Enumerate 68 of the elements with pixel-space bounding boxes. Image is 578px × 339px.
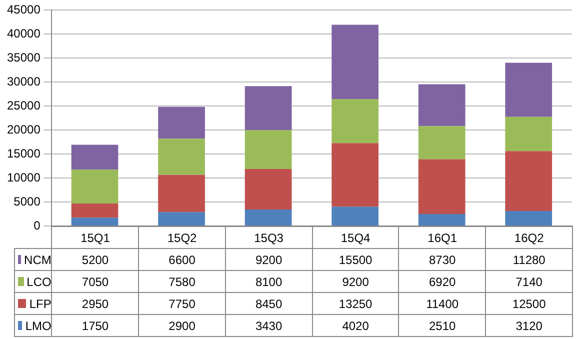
bar <box>418 126 466 160</box>
bar <box>71 203 118 218</box>
bar <box>332 143 378 207</box>
bar <box>332 99 378 144</box>
y-tick-label: 0 <box>34 218 41 232</box>
bar <box>71 170 118 204</box>
legend-label: LCO <box>26 274 52 288</box>
data-label: 3120 <box>485 314 573 337</box>
x-tick-label: 15Q1 <box>51 226 140 249</box>
data-label: 7750 <box>138 292 226 315</box>
bar <box>505 62 552 117</box>
data-label: 8730 <box>398 248 486 271</box>
bar <box>505 211 552 226</box>
y-tick-label: 20000 <box>6 122 41 136</box>
bar <box>158 174 205 212</box>
bar <box>332 206 378 226</box>
x-tick-label: 16Q2 <box>485 226 573 249</box>
x-tick-label: 15Q3 <box>224 226 313 249</box>
data-label: 7050 <box>51 270 140 293</box>
bar <box>505 116 552 152</box>
data-label: 9200 <box>224 248 313 271</box>
data-label: 6600 <box>138 248 226 271</box>
data-label: 11280 <box>485 248 573 271</box>
bar <box>158 212 205 226</box>
bar <box>244 86 292 130</box>
bar <box>505 151 552 212</box>
y-tick-label: 30000 <box>6 74 41 88</box>
data-label: 11400 <box>398 292 486 315</box>
x-tick-label: 15Q4 <box>312 226 400 249</box>
y-tick-label: 10000 <box>6 170 41 184</box>
bar <box>244 210 292 226</box>
data-label: 9200 <box>312 270 400 293</box>
legend-label: NCM <box>24 252 52 266</box>
bar <box>71 218 118 226</box>
data-label: 13250 <box>312 292 400 315</box>
data-label: 3430 <box>224 314 313 337</box>
bar <box>158 138 205 175</box>
bar <box>244 130 292 170</box>
data-label: 5200 <box>51 248 140 271</box>
data-label: 8450 <box>224 292 313 315</box>
y-tick-label: 40000 <box>6 26 41 40</box>
data-label: 7140 <box>485 270 573 293</box>
bar <box>244 169 292 210</box>
data-label: 2950 <box>51 292 140 315</box>
data-label: 2900 <box>138 314 226 337</box>
data-label: 8100 <box>224 270 313 293</box>
data-label: 7580 <box>138 270 226 293</box>
legend-label: LMO <box>25 318 52 332</box>
data-label: 15500 <box>312 248 400 271</box>
y-tick-label: 35000 <box>6 50 41 64</box>
bar <box>71 144 118 170</box>
y-tick-label: 25000 <box>6 98 41 112</box>
data-label: 12500 <box>485 292 573 315</box>
y-tick-label: 45000 <box>6 2 41 17</box>
data-label: 2510 <box>398 314 486 337</box>
bar <box>418 159 466 214</box>
x-tick-label: 15Q2 <box>138 226 226 249</box>
data-label: 4020 <box>312 314 400 337</box>
y-tick-label: 5000 <box>14 194 41 208</box>
bar <box>158 106 205 139</box>
data-label: 1750 <box>51 314 140 337</box>
bar <box>418 84 466 126</box>
y-tick-label: 15000 <box>6 146 41 160</box>
bar <box>332 24 378 100</box>
legend-label: LFP <box>29 296 52 310</box>
x-tick-label: 16Q1 <box>398 226 486 249</box>
bar <box>418 214 466 226</box>
data-label: 6920 <box>398 270 486 293</box>
